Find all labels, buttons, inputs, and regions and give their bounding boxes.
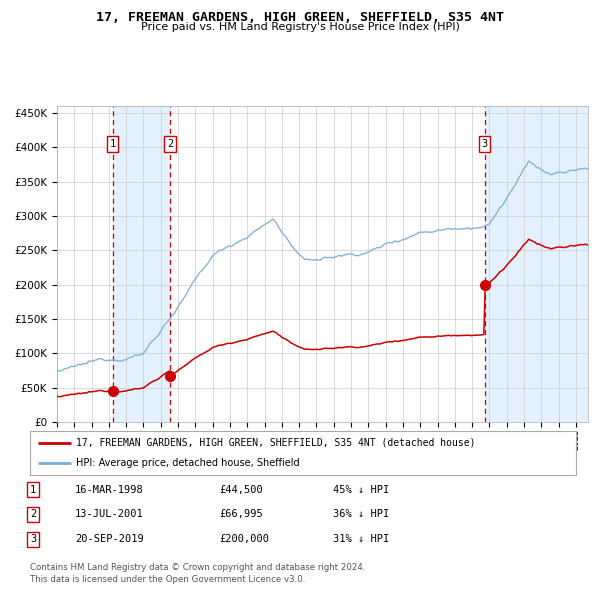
Bar <box>113 106 170 422</box>
Text: 36% ↓ HPI: 36% ↓ HPI <box>333 510 389 519</box>
Text: 2: 2 <box>167 139 173 149</box>
Text: £200,000: £200,000 <box>219 535 269 544</box>
Text: 20-SEP-2019: 20-SEP-2019 <box>75 535 144 544</box>
Text: 1: 1 <box>30 485 36 494</box>
Text: 3: 3 <box>481 139 488 149</box>
Text: 17, FREEMAN GARDENS, HIGH GREEN, SHEFFIELD, S35 4NT: 17, FREEMAN GARDENS, HIGH GREEN, SHEFFIE… <box>96 11 504 24</box>
Text: Price paid vs. HM Land Registry's House Price Index (HPI): Price paid vs. HM Land Registry's House … <box>140 22 460 32</box>
Text: £66,995: £66,995 <box>219 510 263 519</box>
Text: 1: 1 <box>109 139 116 149</box>
Text: £44,500: £44,500 <box>219 485 263 494</box>
Text: 3: 3 <box>30 535 36 544</box>
Text: 17, FREEMAN GARDENS, HIGH GREEN, SHEFFIELD, S35 4NT (detached house): 17, FREEMAN GARDENS, HIGH GREEN, SHEFFIE… <box>76 438 476 448</box>
Text: 45% ↓ HPI: 45% ↓ HPI <box>333 485 389 494</box>
Text: This data is licensed under the Open Government Licence v3.0.: This data is licensed under the Open Gov… <box>30 575 305 584</box>
Text: Contains HM Land Registry data © Crown copyright and database right 2024.: Contains HM Land Registry data © Crown c… <box>30 563 365 572</box>
Text: 13-JUL-2001: 13-JUL-2001 <box>75 510 144 519</box>
Bar <box>485 106 588 422</box>
Text: 31% ↓ HPI: 31% ↓ HPI <box>333 535 389 544</box>
Text: HPI: Average price, detached house, Sheffield: HPI: Average price, detached house, Shef… <box>76 458 300 468</box>
Text: 16-MAR-1998: 16-MAR-1998 <box>75 485 144 494</box>
Text: 2: 2 <box>30 510 36 519</box>
